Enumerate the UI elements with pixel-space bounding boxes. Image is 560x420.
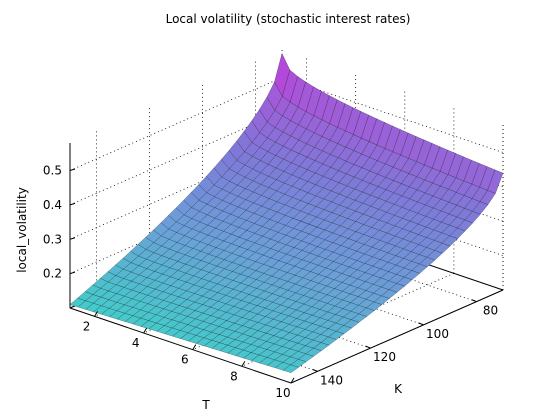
k-tick-mark [312,368,318,372]
t-tick-label: 4 [132,336,140,350]
z-tick-mark [69,202,76,206]
t-tick-mark [290,377,295,384]
t-tick-label: 10 [275,386,290,400]
grid-line [290,289,504,384]
z-tick-mark [69,168,76,171]
z-tick-label: 0.5 [43,164,62,178]
axis-t-line [69,307,292,384]
grid-line [281,77,504,153]
t-tick-mark [192,344,197,350]
surface-cell [282,364,299,373]
grid-line [69,77,283,171]
k-tick-mark [471,299,477,303]
k-tick-mark [365,345,371,349]
k-tick-label: 140 [320,373,343,387]
t-tick-mark [94,311,98,317]
t-tick-mark [143,327,148,334]
t-tick-label: 6 [181,353,189,367]
z-tick-label: 0.3 [43,232,62,246]
z-tick-mark [69,237,76,240]
x-axis-label: K [394,382,403,396]
z-axis-label: local_volatility [15,187,29,273]
t-tick-label: 2 [83,319,91,333]
z-tick-label: 0.4 [43,198,62,212]
chart-title: Local volatility (stochastic interest ra… [166,12,411,26]
k-tick-label: 120 [373,350,396,364]
z-tick-mark [69,271,76,275]
k-tick-label: 100 [426,327,449,341]
k-tick-mark [418,322,424,326]
z-tick-label: 0.2 [43,267,62,281]
axis-ticks: 0.2 0.3 0.4 0.5 2 4 6 8 10 80 100 120 140 [43,164,498,401]
grid-line [69,111,283,206]
t-tick-label: 8 [230,369,238,383]
surface-mesh [69,52,504,373]
k-tick-label: 80 [483,304,498,318]
y-axis-label: T [201,398,210,412]
t-tick-mark [241,361,246,367]
